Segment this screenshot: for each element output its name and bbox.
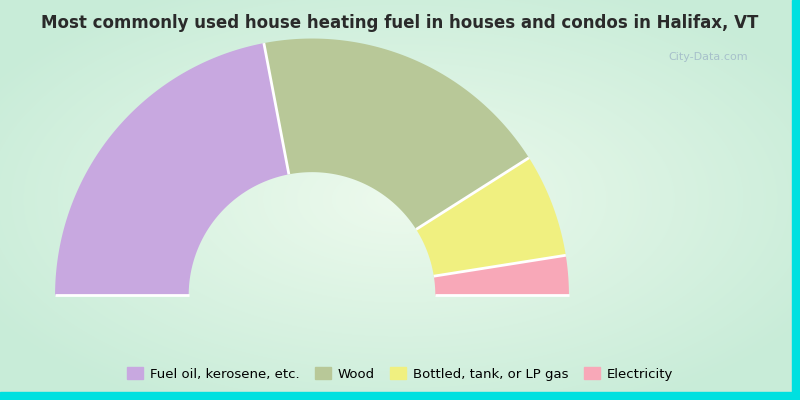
Text: Most commonly used house heating fuel in houses and condos in Halifax, VT: Most commonly used house heating fuel in… bbox=[42, 14, 758, 32]
Bar bbox=[792, 0, 800, 400]
Text: City-Data.com: City-Data.com bbox=[668, 52, 748, 62]
Polygon shape bbox=[55, 43, 289, 296]
Legend: Fuel oil, kerosene, etc., Wood, Bottled, tank, or LP gas, Electricity: Fuel oil, kerosene, etc., Wood, Bottled,… bbox=[123, 363, 677, 385]
Polygon shape bbox=[416, 158, 566, 276]
Polygon shape bbox=[264, 38, 529, 229]
Polygon shape bbox=[434, 255, 569, 296]
Bar bbox=[0, 392, 800, 400]
